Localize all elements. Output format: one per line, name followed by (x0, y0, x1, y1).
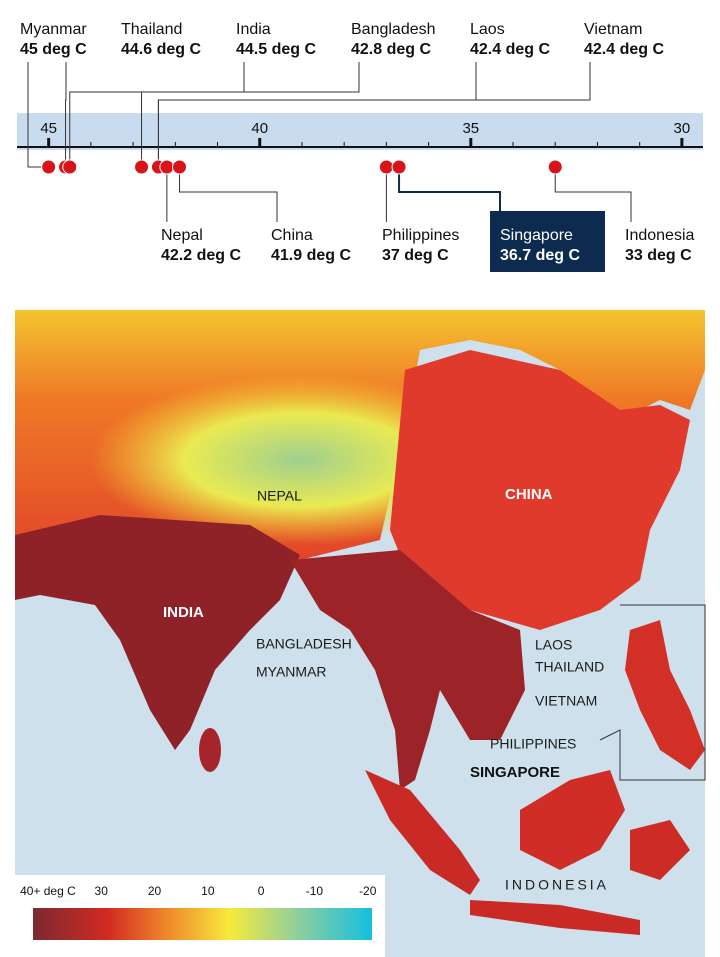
dot (172, 159, 188, 175)
land-india (15, 515, 300, 750)
country-label: Bangladesh (351, 21, 436, 38)
land-sumatra (365, 770, 480, 895)
legend-tick-label: 20 (148, 884, 162, 898)
value-label: 42.4 deg C (470, 41, 550, 58)
value-label: 44.6 deg C (121, 41, 201, 58)
legend-tick-label: 0 (258, 884, 265, 898)
land-mainland-sea (290, 550, 525, 790)
legend-tick-label: -20 (359, 884, 377, 898)
leader-line (179, 167, 278, 222)
map-label: BANGLADESH (256, 636, 352, 652)
value-label: 33 deg C (625, 247, 692, 264)
value-label: 37 deg C (382, 247, 449, 264)
x-tick-label: 45 (40, 120, 57, 137)
value-label: 42.4 deg C (584, 41, 664, 58)
dot (62, 159, 78, 175)
leader-line (554, 167, 632, 222)
dot (134, 159, 150, 175)
dot (41, 159, 57, 175)
value-label: 36.7 deg C (500, 247, 580, 264)
x-tick-label: 35 (462, 120, 479, 137)
dot (378, 159, 394, 175)
map-label: VIETNAM (535, 693, 597, 709)
dot (391, 159, 407, 175)
country-label: Laos (470, 21, 505, 38)
country-label: Myanmar (20, 21, 87, 38)
leader-line (141, 62, 360, 167)
land-sulawesi (630, 820, 690, 880)
country-label: Nepal (161, 227, 203, 244)
map-label: CHINA (505, 486, 553, 503)
dot (547, 159, 563, 175)
country-label: Thailand (121, 21, 182, 38)
land-java (470, 900, 640, 935)
value-label: 45 deg C (20, 41, 87, 58)
land-borneo (520, 770, 625, 870)
value-label: 44.5 deg C (236, 41, 316, 58)
country-label: India (236, 21, 271, 38)
temperature-strip-chart: 45 40 35 30 Myanmar 45 deg C Thailand 44.6 deg … (17, 21, 703, 272)
map-label: SINGAPORE (470, 764, 560, 781)
country-label: China (271, 227, 313, 244)
legend-tick-label: 40+ deg C (20, 884, 76, 898)
map-label: INDIA (163, 604, 204, 621)
land-china (390, 350, 690, 630)
value-label: 41.9 deg C (271, 247, 351, 264)
country-label: Indonesia (625, 227, 694, 244)
heat-map: NEPAL CHINA INDIA BANGLADESH MYANMAR LAOS THAI… (15, 310, 706, 957)
axis-band (17, 113, 703, 150)
map-label: NEPAL (257, 488, 302, 504)
country-label: Philippines (382, 227, 459, 244)
leader-line (157, 62, 591, 167)
map-label: LAOS (535, 637, 572, 653)
country-label: Singapore (500, 227, 573, 244)
value-label: 42.2 deg C (161, 247, 241, 264)
x-tick-label: 30 (674, 120, 691, 137)
value-label: 42.8 deg C (351, 41, 431, 58)
map-label: THAILAND (535, 659, 604, 675)
legend-tick-label: 10 (201, 884, 215, 898)
highlight-box (490, 211, 605, 272)
legend-tick-label: -10 (306, 884, 324, 898)
legend-gradient (33, 908, 372, 940)
leader-line (398, 167, 501, 211)
map-label: PHILIPPINES (490, 736, 576, 752)
country-label: Vietnam (584, 21, 642, 38)
land-philippines (625, 620, 705, 770)
legend-tick-label: 30 (95, 884, 109, 898)
map-label: MYANMAR (256, 664, 327, 680)
inset-outline (599, 604, 706, 781)
x-tick-label: 40 (251, 120, 268, 137)
map-label: INDONESIA (505, 877, 609, 893)
dot (159, 159, 175, 175)
land-srilanka (199, 728, 221, 772)
